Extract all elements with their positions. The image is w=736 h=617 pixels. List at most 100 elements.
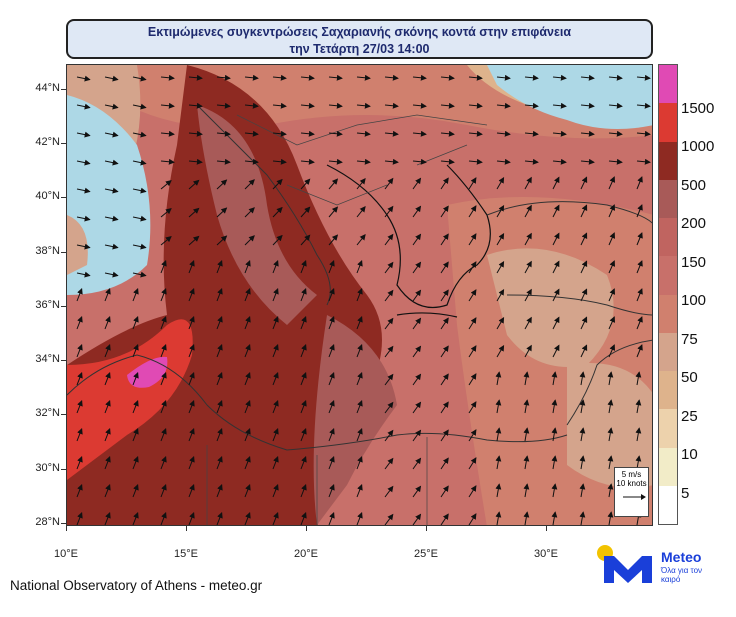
wind-arrow <box>579 483 586 498</box>
wind-arrow <box>188 207 200 218</box>
wind-arrow <box>468 74 483 81</box>
wind-arrow <box>412 102 427 109</box>
wind-arrow <box>188 235 200 246</box>
wind-arrow <box>216 207 228 218</box>
dust-anatolia <box>487 248 614 367</box>
wind-arrow <box>636 316 643 330</box>
dust-map <box>66 64 653 526</box>
colorbar-swatch <box>659 103 677 142</box>
wind-arrow <box>328 427 335 442</box>
wind-arrow <box>384 485 394 498</box>
colorbar-label: 1000 <box>681 138 715 155</box>
map-title-line1: Εκτιμώμενες συγκεντρώσεις Σαχαριανής σκό… <box>147 25 572 39</box>
meteo-tagline: Όλα για τον καιρό <box>661 566 703 584</box>
wind-arrow <box>635 371 642 386</box>
wind-arrow <box>300 315 307 330</box>
wind-arrow <box>580 102 595 109</box>
wind-arrow <box>132 271 147 278</box>
wind-arrow <box>188 74 203 81</box>
wind-arrow <box>328 234 339 246</box>
wind-arrow <box>552 260 560 274</box>
wind-arrow <box>132 427 139 442</box>
wind-arrow <box>496 344 505 358</box>
wind-arrow <box>328 315 335 330</box>
wind-arrow <box>468 513 477 525</box>
wind-arrow <box>468 317 477 330</box>
coast-turkey <box>486 201 652 316</box>
wind-arrow <box>160 102 175 109</box>
wind-arrow <box>552 176 560 190</box>
wind-arrow <box>552 316 560 330</box>
wind-arrow <box>272 259 279 274</box>
wind-arrow <box>440 177 449 190</box>
wind-arrow <box>300 427 307 442</box>
wind-arrow <box>76 243 91 250</box>
wind-arrow <box>636 130 651 137</box>
wind-arrow <box>468 429 477 442</box>
wind-arrow <box>160 483 167 498</box>
wind-arrow <box>160 158 175 165</box>
wind-arrow <box>468 485 477 498</box>
wind-arrow <box>635 455 642 470</box>
wind-arrow <box>384 233 394 246</box>
wind-scale-speed: 5 m/s <box>621 470 642 479</box>
wind-arrow <box>328 371 335 386</box>
wind-arrow <box>188 179 200 190</box>
wind-arrow <box>216 315 223 330</box>
wind-arrow <box>580 130 595 137</box>
wind-arrow <box>496 130 511 137</box>
wind-arrow <box>384 317 394 330</box>
wind-arrow <box>636 204 643 218</box>
wind-scale-legend: 5 m/s 10 knots <box>614 467 649 517</box>
lat-label: 36°N <box>35 299 60 311</box>
africa-borders <box>206 437 428 525</box>
wind-arrow <box>132 371 139 386</box>
wind-arrow <box>524 260 532 274</box>
wind-arrow <box>160 315 167 330</box>
meteo-brand: Meteo <box>661 549 702 565</box>
wind-arrow <box>608 232 616 246</box>
lon-label: 20°E <box>294 548 318 560</box>
wind-arrow <box>76 215 91 222</box>
wind-arrow <box>496 316 505 330</box>
colorbar-swatch <box>659 179 677 218</box>
wind-arrow <box>495 455 502 470</box>
lon-label: 15°E <box>174 548 198 560</box>
colorbar-label: 5 <box>681 485 690 502</box>
wind-arrow <box>552 158 567 165</box>
wind-arrow <box>188 102 203 109</box>
wind-arrow <box>608 204 616 218</box>
wind-arrows <box>76 74 651 525</box>
wind-arrow <box>188 455 195 470</box>
wind-arrow <box>244 455 251 470</box>
wind-arrow <box>300 455 307 470</box>
wind-arrow <box>468 457 477 470</box>
meteo-m-icon <box>604 556 652 583</box>
wind-arrow <box>636 102 651 109</box>
lon-label: 25°E <box>414 548 438 560</box>
wind-arrow <box>523 399 530 414</box>
wind-arrow <box>132 75 147 82</box>
wind-arrow <box>356 343 363 358</box>
wind-arrow <box>160 259 167 274</box>
wind-arrow <box>468 373 477 386</box>
wind-arrow <box>300 178 311 190</box>
wind-arrow <box>328 74 343 81</box>
wind-arrow <box>160 511 167 525</box>
wind-arrow <box>552 344 560 358</box>
wind-arrow <box>104 371 111 386</box>
wind-arrow <box>216 158 231 165</box>
wind-arrow <box>468 345 477 358</box>
wind-arrow <box>216 130 231 137</box>
wind-arrow <box>104 75 119 82</box>
wind-arrow <box>104 159 119 166</box>
wind-arrow <box>244 399 251 414</box>
wind-arrow <box>608 176 616 190</box>
wind-arrow <box>384 158 399 165</box>
wind-arrow <box>300 206 311 218</box>
wind-arrow <box>132 103 147 110</box>
wind-arrow <box>104 427 111 442</box>
wind-arrow <box>132 215 147 222</box>
wind-arrow <box>272 315 279 330</box>
wind-arrow <box>552 288 560 302</box>
